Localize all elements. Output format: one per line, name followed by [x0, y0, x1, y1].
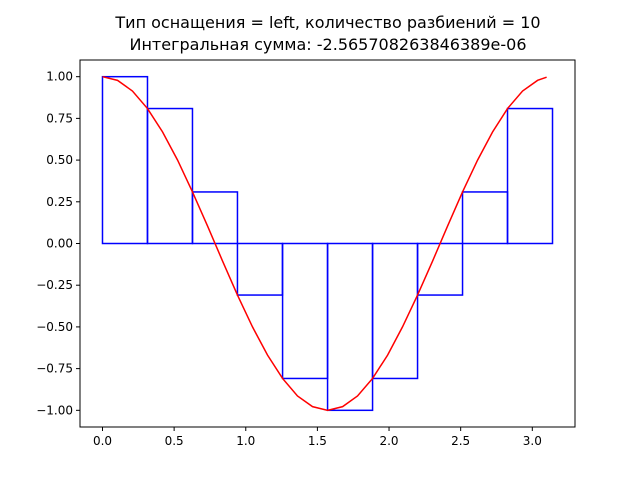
chart-subtitle: Интегральная сумма: -2.565708263846389e-… [130, 35, 527, 54]
riemann-rectangle [371, 242, 419, 380]
riemann-rectangle [461, 191, 509, 245]
y-tick-label: 0.75 [46, 111, 73, 125]
x-tick-label: 1.5 [308, 434, 327, 448]
x-tick-label: 3.0 [523, 434, 542, 448]
plot-area [101, 75, 554, 412]
riemann-rectangle [191, 191, 239, 245]
y-tick-label: −0.25 [36, 278, 73, 292]
y-tick-label: 0.50 [46, 153, 73, 167]
chart-title: Тип оснащения = left, количество разбиен… [114, 13, 540, 32]
y-tick-label: 1.00 [46, 70, 73, 84]
y-axis: −1.00 −0.75 −0.50 −0.25 0.00 0.25 0.50 0.75 1.00 [36, 70, 80, 417]
function-curve [102, 75, 547, 412]
y-tick-label: −1.00 [36, 403, 73, 417]
x-tick-label: 0.5 [165, 434, 184, 448]
x-tick-label: 1.0 [236, 434, 255, 448]
y-tick-label: 0.25 [46, 195, 73, 209]
riemann-rectangle [236, 242, 284, 296]
x-tick-label: 2.5 [451, 434, 470, 448]
x-tick-label: 2.0 [379, 434, 398, 448]
y-tick-label: −0.50 [36, 320, 73, 334]
riemann-rectangle [146, 107, 194, 245]
y-tick-label: 0.00 [46, 237, 73, 251]
riemann-rectangle [506, 107, 554, 245]
x-tick-label: 0.0 [93, 434, 112, 448]
riemann-rectangle [281, 242, 329, 380]
riemann-rectangle [416, 242, 464, 296]
x-axis: 0.0 0.5 1.0 1.5 2.0 2.5 3.0 [93, 427, 542, 448]
axes-frame [79, 59, 576, 428]
y-tick-label: −0.75 [36, 362, 73, 376]
